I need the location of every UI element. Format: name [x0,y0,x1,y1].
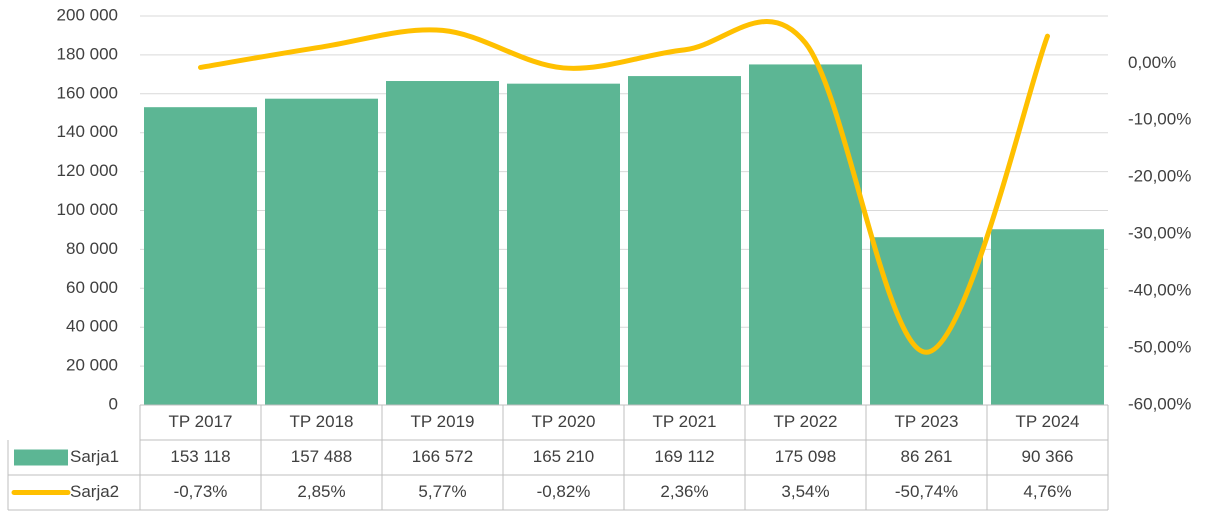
bar [386,81,499,406]
y-tick-label: 160 000 [57,83,118,102]
table-value: 175 098 [775,447,836,466]
legend-label: Sarja1 [70,447,119,466]
x-tick-label: TP 2021 [653,412,717,431]
table-value: 2,36% [660,482,708,501]
table-value: 90 366 [1022,447,1074,466]
x-tick-label: TP 2019 [411,412,475,431]
x-tick-label: TP 2022 [774,412,838,431]
bar [265,98,378,405]
table-value: 86 261 [901,447,953,466]
y-tick-label: 120 000 [57,161,118,180]
table-value: 169 112 [654,447,714,466]
table-value: 3,54% [781,482,829,501]
table-value: 5,77% [418,482,466,501]
y2-tick-label: -60,00% [1128,394,1191,413]
y-tick-label: 180 000 [57,44,118,63]
bar [628,76,741,406]
table-value: 157 488 [291,447,352,466]
y-tick-label: 100 000 [57,200,118,219]
legend-label: Sarja2 [70,482,119,501]
bar [144,107,257,406]
table-value: 4,76% [1023,482,1071,501]
table-value: -0,82% [537,482,591,501]
y-tick-label: 80 000 [66,239,118,258]
table-value: 166 572 [412,447,473,466]
y2-tick-label: -30,00% [1128,224,1191,243]
y2-tick-label: -20,00% [1128,167,1191,186]
y-tick-label: 140 000 [57,122,118,141]
table-value: 153 118 [170,447,230,466]
y2-tick-label: -40,00% [1128,281,1191,300]
x-tick-label: TP 2024 [1016,412,1080,431]
bar [507,83,620,405]
table-value: -50,74% [895,482,958,501]
table-value: 165 210 [533,447,594,466]
legend-key [14,449,68,466]
x-tick-label: TP 2018 [290,412,354,431]
line [198,19,1050,355]
x-tick-label: TP 2020 [532,412,596,431]
y2-tick-label: -10,00% [1128,110,1191,129]
y-tick-label: 200 000 [57,5,118,24]
y-tick-label: 60 000 [66,278,118,297]
x-tick-label: TP 2017 [169,412,233,431]
y2-tick-label: 0,00% [1128,53,1176,72]
y2-tick-label: -50,00% [1128,338,1191,357]
bar [870,237,983,405]
y-tick-label: 40 000 [66,317,118,336]
y-tick-label: 0 [109,394,118,413]
y-tick-label: 20 000 [66,356,118,375]
bar [991,229,1104,405]
table-value: 2,85% [297,482,345,501]
x-tick-label: TP 2023 [895,412,959,431]
table-value: -0,73% [174,482,228,501]
bar [749,64,862,405]
